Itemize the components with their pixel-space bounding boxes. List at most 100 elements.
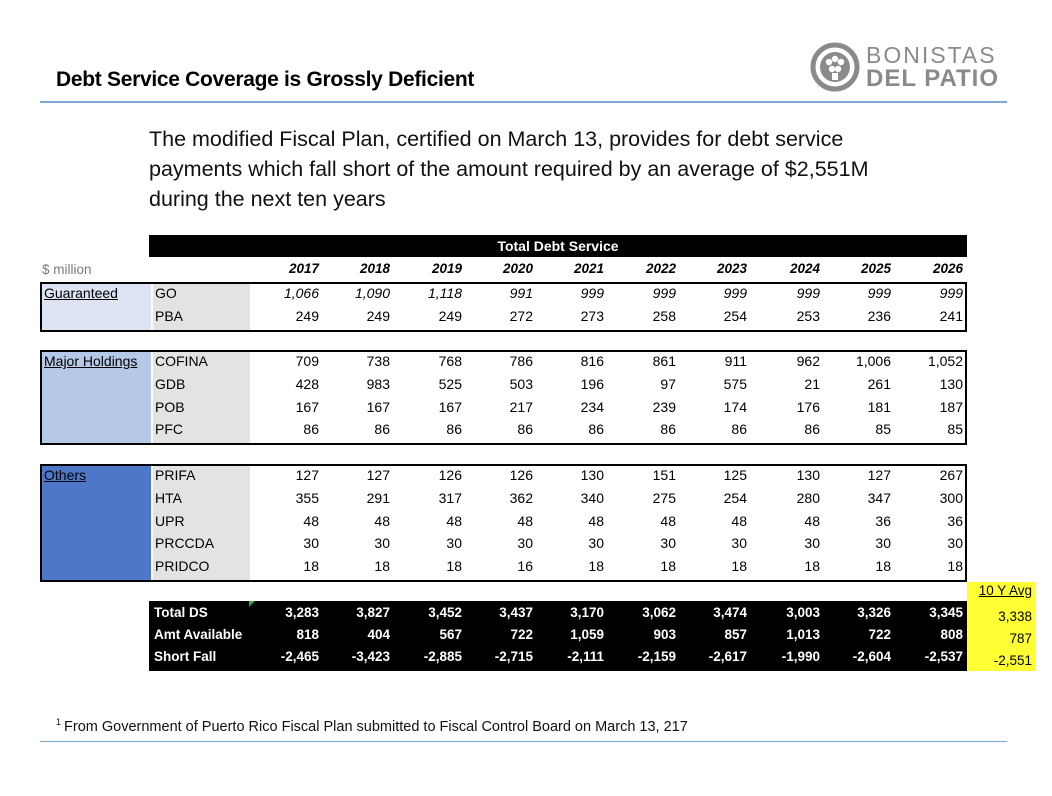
table-cell: 253 bbox=[796, 307, 820, 324]
footnote-rule bbox=[40, 741, 1007, 742]
row-label: PBA bbox=[155, 307, 184, 324]
totals-cell: -2,604 bbox=[852, 649, 891, 664]
table-cell: 48 bbox=[374, 512, 390, 529]
totals-cell: 3,827 bbox=[356, 605, 390, 620]
table-cell: 236 bbox=[867, 307, 891, 324]
table-cell: 18 bbox=[588, 558, 604, 575]
table-cell: 167 bbox=[295, 398, 319, 415]
row-label: PFC bbox=[155, 421, 183, 438]
totals-cell: 3,345 bbox=[929, 605, 963, 620]
row-label: GDB bbox=[155, 375, 186, 392]
table-cell: 503 bbox=[509, 375, 533, 392]
table-cell: 273 bbox=[580, 307, 604, 324]
row-label: UPR bbox=[155, 512, 185, 529]
table-cell: 187 bbox=[939, 398, 963, 415]
totals-row-label: Amt Available bbox=[154, 627, 243, 642]
table-cell: 36 bbox=[947, 512, 963, 529]
year-header: 2018 bbox=[359, 261, 390, 276]
table-cell: 36 bbox=[875, 512, 891, 529]
table-cell: 21 bbox=[804, 375, 820, 392]
group-box: Guaranteed bbox=[40, 282, 967, 332]
table-cell: 575 bbox=[723, 375, 747, 392]
group-box: Major Holdings bbox=[40, 350, 967, 446]
row-label: COFINA bbox=[155, 353, 208, 369]
table-cell: 249 bbox=[295, 307, 319, 324]
table-cell: 1,006 bbox=[855, 353, 891, 369]
table-cell: 272 bbox=[509, 307, 533, 324]
cell-comment-marker bbox=[249, 601, 255, 607]
table-cell: 86 bbox=[374, 421, 390, 438]
group-label-cell: Guaranteed bbox=[42, 284, 151, 330]
table-cell: 18 bbox=[660, 558, 676, 575]
row-name-column bbox=[153, 466, 250, 580]
avg-header: 10 Y Avg bbox=[978, 583, 1032, 598]
totals-cell: 1,013 bbox=[786, 627, 820, 642]
table-cell: 30 bbox=[947, 535, 963, 552]
totals-cell: -2,537 bbox=[924, 649, 963, 664]
table-cell: 983 bbox=[366, 375, 390, 392]
ten-year-average-box: 10 Y Avg 3,338 787 -2,551 bbox=[967, 582, 1036, 671]
group-label[interactable]: Major Holdings bbox=[44, 353, 138, 369]
table-cell: 130 bbox=[939, 375, 963, 392]
table-cell: 86 bbox=[446, 421, 462, 438]
table-cell: 174 bbox=[723, 398, 747, 415]
table-cell: 962 bbox=[796, 353, 820, 369]
table-cell: 48 bbox=[303, 512, 319, 529]
table-cell: 125 bbox=[723, 467, 747, 483]
year-header: 2019 bbox=[431, 261, 462, 276]
table-cell: 181 bbox=[867, 398, 891, 415]
table-cell: 999 bbox=[652, 285, 676, 301]
table-cell: 30 bbox=[804, 535, 820, 552]
table-cell: 30 bbox=[303, 535, 319, 552]
table-cell: 241 bbox=[939, 307, 963, 324]
table-cell: 355 bbox=[295, 489, 319, 506]
table-cell: 18 bbox=[875, 558, 891, 575]
group-label-cell: Major Holdings bbox=[42, 352, 151, 444]
row-label: PRIDCO bbox=[155, 558, 210, 575]
table-cell: 130 bbox=[796, 467, 820, 483]
table-cell: 18 bbox=[947, 558, 963, 575]
units-label: $ million bbox=[42, 262, 92, 277]
table-cell: 30 bbox=[660, 535, 676, 552]
table-cell: 86 bbox=[303, 421, 319, 438]
totals-cell: -2,617 bbox=[708, 649, 747, 664]
totals-cell: 3,474 bbox=[713, 605, 747, 620]
totals-cell: 808 bbox=[940, 627, 963, 642]
table-cell: 167 bbox=[366, 398, 390, 415]
table-cell: 239 bbox=[652, 398, 676, 415]
table-cell: 18 bbox=[374, 558, 390, 575]
table-cell: 18 bbox=[303, 558, 319, 575]
year-header: 2025 bbox=[860, 261, 891, 276]
table-cell: 126 bbox=[438, 467, 462, 483]
table-cell: 97 bbox=[660, 375, 676, 392]
totals-cell: -2,159 bbox=[637, 649, 676, 664]
group-label[interactable]: Others bbox=[44, 467, 87, 483]
table-cell: 999 bbox=[723, 285, 747, 301]
totals-cell: 3,062 bbox=[642, 605, 676, 620]
row-name-column bbox=[153, 284, 250, 330]
totals-cell: 857 bbox=[724, 627, 747, 642]
table-cell: 48 bbox=[588, 512, 604, 529]
year-header: 2020 bbox=[502, 261, 533, 276]
table-cell: 525 bbox=[438, 375, 462, 392]
table-cell: 86 bbox=[660, 421, 676, 438]
row-label: PRCCDA bbox=[155, 535, 215, 552]
table-cell: 167 bbox=[438, 398, 462, 415]
table-cell: 275 bbox=[652, 489, 676, 506]
table-cell: 816 bbox=[580, 353, 604, 369]
year-header: 2026 bbox=[932, 261, 963, 276]
logo-line-1: BONISTAS bbox=[866, 42, 997, 68]
footnote-text: From Government of Puerto Rico Fiscal Pl… bbox=[64, 719, 688, 735]
table-cell: 86 bbox=[588, 421, 604, 438]
table-cell: 428 bbox=[295, 375, 319, 392]
table-cell: 911 bbox=[724, 353, 747, 369]
avg-value: 787 bbox=[1009, 631, 1032, 646]
table-cell: 1,052 bbox=[927, 353, 963, 369]
table-cell: 176 bbox=[796, 398, 820, 415]
table-cell: 258 bbox=[652, 307, 676, 324]
totals-cell: -2,111 bbox=[567, 649, 604, 664]
table-cell: 48 bbox=[446, 512, 462, 529]
totals-cell: -2,885 bbox=[423, 649, 462, 664]
table-cell: 130 bbox=[580, 467, 604, 483]
group-label[interactable]: Guaranteed bbox=[44, 285, 118, 301]
